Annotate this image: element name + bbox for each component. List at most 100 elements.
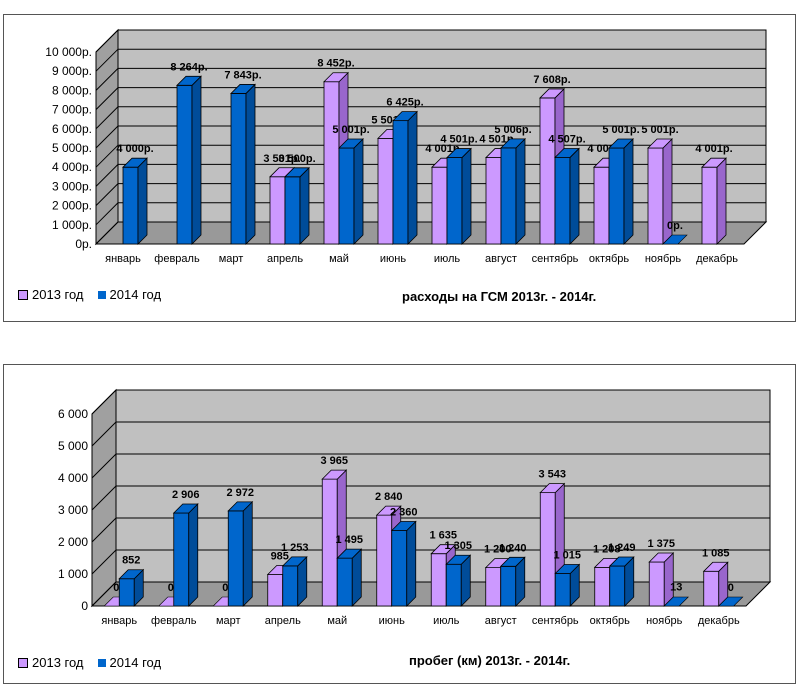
bar-top (702, 561, 729, 572)
bar-top (445, 554, 472, 565)
bar-top (718, 596, 744, 607)
bar-front (703, 570, 720, 607)
bar (284, 166, 310, 245)
bar-top (701, 157, 727, 168)
bar-front (647, 147, 664, 245)
legend-item-2014: 2014 год (97, 655, 162, 670)
bar-front (500, 565, 517, 607)
bar-front (282, 565, 299, 607)
legend-label-2014: 2014 год (109, 287, 162, 302)
data-label: 1 240 (499, 542, 527, 554)
bar-side (188, 503, 199, 607)
data-label: 6 425р. (386, 97, 423, 109)
bar-top (608, 138, 634, 149)
bar-top (446, 148, 472, 158)
data-label: 0 (168, 582, 174, 594)
bar-front (485, 567, 502, 607)
bar-side (299, 166, 310, 245)
data-label: 8 264р. (170, 61, 207, 73)
x-tick-label: декабрь (698, 615, 740, 627)
gridline (91, 389, 770, 415)
y-tick-label: 4 000р. (52, 160, 92, 174)
bar-front (608, 147, 625, 245)
y-tick-label: 2 000 (58, 535, 88, 549)
x-tick-label: август (485, 253, 517, 265)
bar-top (338, 138, 364, 149)
legend-label-2013: 2013 год (32, 287, 84, 302)
data-label: 0 (222, 582, 228, 594)
data-label: 7 843р. (224, 69, 261, 81)
bar-top (227, 501, 254, 512)
bar-front (122, 166, 139, 245)
bar-front (539, 97, 556, 245)
legend-label-2013: 2013 год (32, 655, 84, 670)
bar-front (500, 147, 517, 245)
bar-front (173, 512, 190, 607)
x-tick-label: февраль (154, 253, 200, 265)
x-tick-label: июль (433, 615, 460, 627)
y-tick-label: 5 000р. (52, 141, 92, 155)
data-label: 5 001р. (332, 124, 369, 136)
bar-front (445, 563, 462, 607)
bar-front (176, 84, 193, 245)
mileage-legend: 2013 год 2014 год (18, 655, 175, 670)
data-label: 4 001р. (695, 143, 732, 155)
bar-front (230, 93, 247, 245)
x-tick-label: март (216, 615, 241, 627)
bar (281, 555, 308, 607)
bar-top (375, 505, 402, 516)
gridline (91, 421, 770, 447)
bar (336, 548, 363, 607)
bar (338, 138, 364, 245)
bar-front (594, 566, 611, 607)
data-label: 4 501р. (440, 134, 477, 146)
data-label: 3 965 (320, 455, 348, 467)
legend-label-2014: 2014 год (109, 655, 162, 670)
y-tick-label: 1 000 (58, 567, 88, 581)
bar-front (118, 578, 135, 607)
bar-top (539, 88, 565, 99)
data-label: 1 015 (553, 550, 581, 562)
bar-side (137, 157, 148, 245)
bar (702, 561, 729, 607)
bar-front (431, 166, 448, 245)
mileage-chart-title: пробег (км) 2013г. - 2014г. (409, 653, 571, 668)
data-label: 0 (113, 582, 119, 594)
bar-front (609, 565, 626, 607)
bar-top (323, 72, 349, 83)
bar-front (392, 120, 409, 245)
bar-front (377, 137, 394, 245)
y-tick-label: 5 000 (58, 439, 88, 453)
data-label: 0 (728, 582, 734, 594)
data-label: 985 (271, 550, 289, 562)
bar (118, 568, 145, 607)
data-label: 7 608р. (533, 74, 570, 86)
bar (701, 157, 727, 245)
gridline (91, 453, 770, 479)
legend-item-2013: 2013 год (18, 655, 84, 670)
bar-top (281, 556, 308, 567)
bar-side (245, 83, 256, 245)
bar-side (353, 138, 364, 245)
data-label: 3 543 (538, 469, 566, 481)
bar-side (242, 500, 253, 607)
bar-top (390, 521, 417, 531)
x-tick-label: май (327, 615, 347, 627)
bar-top (172, 503, 199, 514)
x-tick-label: июль (434, 253, 461, 265)
bar-front (701, 166, 718, 245)
bar-front (554, 157, 571, 245)
bar-top (430, 544, 457, 555)
data-label: 2 360 (390, 506, 418, 518)
legend-swatch-2014 (97, 658, 106, 667)
fuel-cost-chart-panel: 0р. 1 000р. 2 000р. 3 000р. 4 000р. 5 000р. 6 … (3, 14, 796, 322)
x-tick-label: сентябрь (532, 615, 579, 627)
bar-top (230, 84, 256, 94)
bar-side (623, 138, 634, 245)
x-tick-label: июнь (379, 615, 405, 627)
y-tick-label: 2 000р. (52, 199, 92, 213)
bar-front (554, 573, 571, 607)
x-tick-label: сентябрь (532, 253, 579, 265)
bar-top (499, 556, 526, 567)
bar (227, 500, 254, 607)
